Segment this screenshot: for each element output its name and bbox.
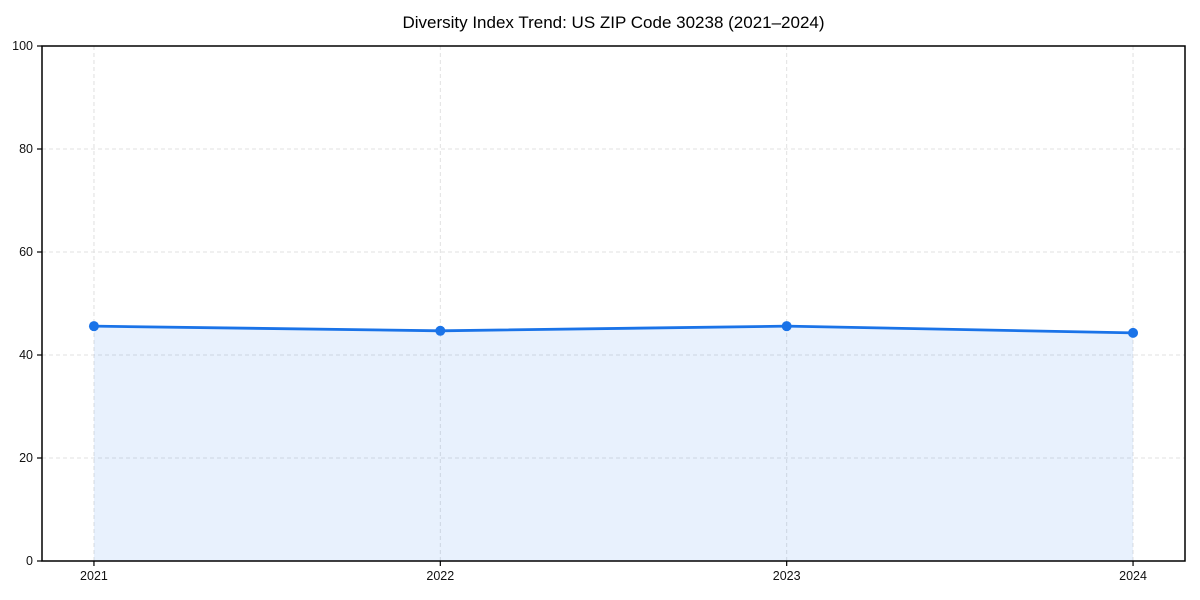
data-point-2024 <box>1128 327 1139 338</box>
data-point-2022 <box>435 325 446 336</box>
trend-line <box>92 324 1135 335</box>
y-tick-label: 100 <box>12 39 33 53</box>
y-tick-label: 20 <box>19 451 33 465</box>
area-fill <box>93 326 1134 561</box>
data-point-2023 <box>781 321 792 332</box>
y-tick-label: 80 <box>19 142 33 156</box>
x-tick-label: 2024 <box>1119 569 1147 583</box>
data-point-2021 <box>88 321 99 332</box>
y-tick-label: 0 <box>26 554 33 568</box>
x-tick-label: 2023 <box>773 569 801 583</box>
y-tick-label: 40 <box>19 348 33 362</box>
x-tick-label: 2022 <box>426 569 454 583</box>
x-tick-label: 2021 <box>80 569 108 583</box>
plot-border <box>41 45 1186 562</box>
chart-title: Diversity Index Trend: US ZIP Code 30238… <box>402 13 825 32</box>
y-tick-label: 60 <box>19 245 33 259</box>
